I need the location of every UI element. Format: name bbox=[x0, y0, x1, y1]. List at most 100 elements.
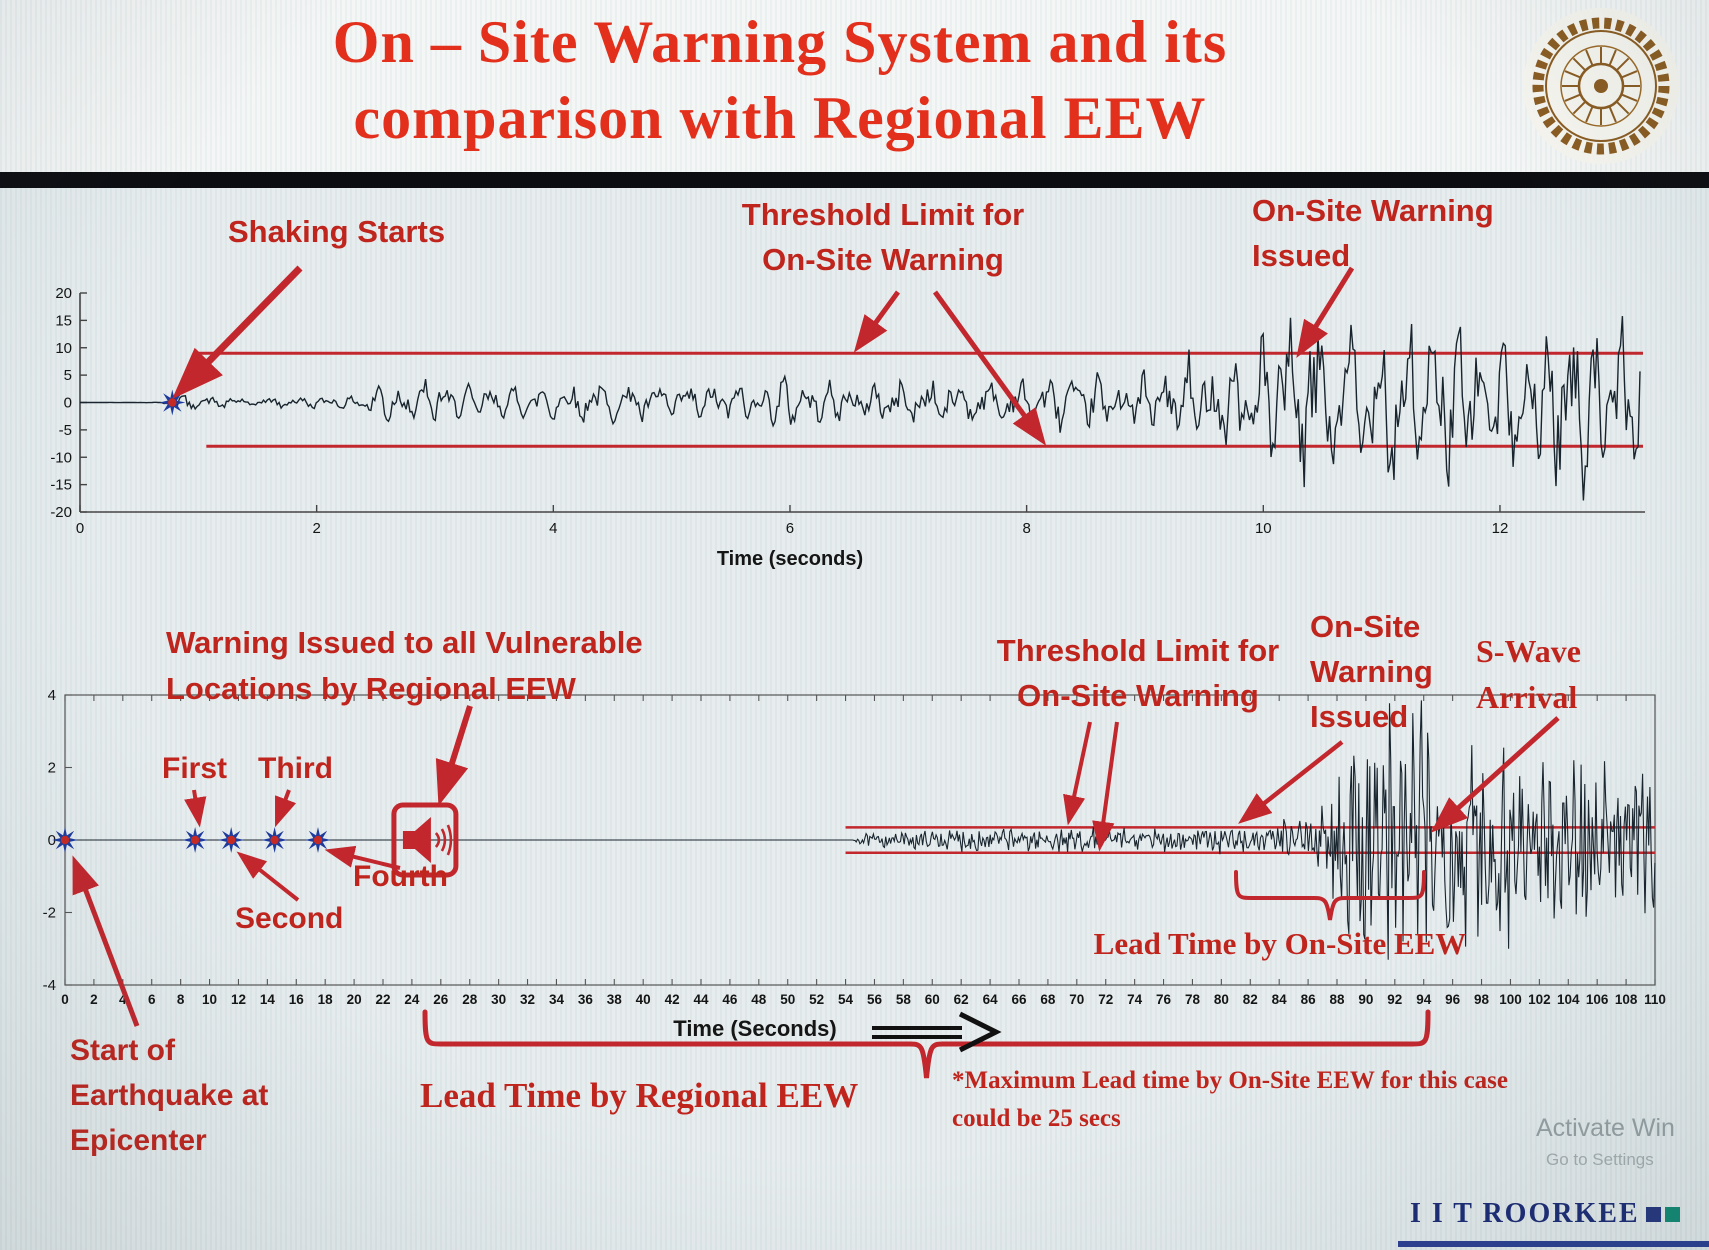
activate-windows-watermark-line2: Go to Settings bbox=[1546, 1150, 1654, 1169]
arrow-first bbox=[184, 789, 207, 828]
p-wave-marker-4 bbox=[305, 827, 331, 853]
svg-text:64: 64 bbox=[983, 992, 999, 1007]
svg-text:50: 50 bbox=[780, 992, 795, 1007]
svg-text:68: 68 bbox=[1040, 992, 1056, 1007]
svg-text:108: 108 bbox=[1615, 992, 1638, 1007]
svg-text:28: 28 bbox=[462, 992, 478, 1007]
svg-text:15: 15 bbox=[55, 312, 72, 329]
arrow-regional-warning bbox=[435, 705, 473, 807]
svg-text:26: 26 bbox=[433, 992, 449, 1007]
svg-text:8: 8 bbox=[1022, 520, 1030, 537]
annotation-max-lead-note-line2: could be 25 secs bbox=[952, 1105, 1121, 1132]
arrow-bottom-threshold-1 bbox=[1063, 721, 1092, 826]
svg-text:5: 5 bbox=[64, 367, 72, 384]
lead-time-regional-brace bbox=[422, 1009, 1431, 1079]
regional-warning-speaker-icon bbox=[391, 802, 459, 878]
svg-text:104: 104 bbox=[1557, 992, 1580, 1007]
svg-text:-20: -20 bbox=[50, 504, 72, 521]
arrow-top-threshold-upper bbox=[853, 290, 901, 353]
p-wave-marker-3 bbox=[261, 827, 288, 853]
svg-text:78: 78 bbox=[1185, 992, 1201, 1007]
svg-text:0: 0 bbox=[61, 992, 69, 1007]
svg-text:88: 88 bbox=[1329, 992, 1345, 1007]
svg-text:6: 6 bbox=[148, 992, 156, 1007]
svg-text:-5: -5 bbox=[59, 422, 72, 439]
arrow-epicenter bbox=[72, 855, 140, 1027]
svg-text:8: 8 bbox=[177, 992, 185, 1007]
svg-text:2: 2 bbox=[48, 760, 56, 777]
svg-text:20: 20 bbox=[55, 285, 72, 302]
annotation-second: Second bbox=[235, 902, 344, 935]
svg-text:84: 84 bbox=[1272, 992, 1288, 1007]
annotation-epicenter-line1: Start of bbox=[70, 1034, 175, 1067]
svg-text:60: 60 bbox=[925, 992, 940, 1007]
svg-text:-2: -2 bbox=[43, 905, 56, 922]
svg-text:-15: -15 bbox=[50, 477, 72, 494]
svg-text:4: 4 bbox=[549, 520, 557, 537]
footer-blue-bar bbox=[1398, 1241, 1709, 1247]
arrow-fourth bbox=[324, 845, 401, 870]
annotation-lead-time-regional: Lead Time by Regional EEW bbox=[420, 1076, 859, 1115]
annotation-epicenter-line3: Epicenter bbox=[70, 1124, 207, 1157]
annotation-top-threshold: Threshold Limit for On-Site Warning bbox=[728, 192, 1038, 282]
annotation-fourth: Fourth bbox=[353, 860, 448, 893]
svg-text:44: 44 bbox=[693, 992, 709, 1007]
annotation-regional-warning-line2: Locations by Regional EEW bbox=[166, 671, 576, 706]
arrow-bottom-threshold-2 bbox=[1092, 721, 1119, 852]
top-waveform bbox=[80, 316, 1641, 501]
svg-text:66: 66 bbox=[1011, 992, 1027, 1007]
annotation-bottom-warning-issued-line2: Warning bbox=[1310, 654, 1433, 689]
arrow-shaking-starts bbox=[172, 265, 303, 400]
annotation-top-threshold-line2: On-Site Warning bbox=[762, 242, 1004, 277]
svg-text:80: 80 bbox=[1214, 992, 1229, 1007]
svg-text:106: 106 bbox=[1586, 992, 1609, 1007]
svg-text:46: 46 bbox=[722, 992, 738, 1007]
annotation-first: First bbox=[162, 752, 228, 785]
iit-roorkee-text: I I T ROORKEE bbox=[1410, 1198, 1640, 1229]
svg-text:12: 12 bbox=[231, 992, 246, 1007]
svg-text:110: 110 bbox=[1644, 992, 1666, 1007]
annotation-shaking-starts: Shaking Starts bbox=[228, 214, 446, 249]
p-wave-marker-2 bbox=[218, 827, 245, 853]
svg-text:102: 102 bbox=[1528, 992, 1551, 1007]
header-divider bbox=[0, 172, 1709, 188]
time-axis-arrow-icon bbox=[872, 1011, 1002, 1053]
svg-text:94: 94 bbox=[1416, 992, 1432, 1007]
brand-square-teal-icon bbox=[1664, 1207, 1680, 1222]
svg-text:92: 92 bbox=[1387, 992, 1402, 1007]
iit-roorkee-logo-icon bbox=[1523, 8, 1679, 164]
svg-text:20: 20 bbox=[347, 992, 362, 1007]
annotation-bottom-warning-issued: On-Site Warning Issued bbox=[1310, 604, 1433, 739]
annotation-regional-warning-line1: Warning Issued to all Vulnerable bbox=[166, 625, 643, 660]
slide-title: On – Site Warning System and its compari… bbox=[40, 4, 1520, 156]
svg-text:30: 30 bbox=[491, 992, 506, 1007]
svg-text:-10: -10 bbox=[50, 449, 72, 466]
svg-text:0: 0 bbox=[64, 395, 72, 412]
svg-text:4: 4 bbox=[48, 687, 56, 704]
arrow-third bbox=[275, 789, 297, 828]
brand-square-blue-icon bbox=[1645, 1207, 1661, 1222]
svg-text:4: 4 bbox=[119, 992, 127, 1007]
svg-text:98: 98 bbox=[1474, 992, 1490, 1007]
annotation-bottom-threshold-line1: Threshold Limit for bbox=[996, 633, 1280, 668]
lead-time-onsite-brace bbox=[1234, 870, 1426, 921]
annotation-s-wave-arrival: S-Wave Arrival bbox=[1476, 628, 1581, 720]
bottom-xaxis-label: Time (Seconds) bbox=[673, 1016, 837, 1041]
svg-text:42: 42 bbox=[665, 992, 680, 1007]
annotation-max-lead-note: *Maximum Lead time by On-Site EEW for th… bbox=[952, 1062, 1508, 1138]
arrow-s-wave bbox=[1430, 716, 1560, 833]
svg-text:86: 86 bbox=[1301, 992, 1317, 1007]
svg-text:100: 100 bbox=[1499, 992, 1522, 1007]
svg-text:24: 24 bbox=[404, 992, 420, 1007]
annotation-bottom-threshold-line2: On-Site Warning bbox=[1017, 678, 1259, 713]
svg-text:22: 22 bbox=[375, 992, 390, 1007]
arrow-second bbox=[236, 851, 300, 902]
svg-text:14: 14 bbox=[260, 992, 276, 1007]
svg-text:52: 52 bbox=[809, 992, 824, 1007]
annotation-arrows bbox=[72, 265, 1560, 1079]
svg-text:34: 34 bbox=[549, 992, 565, 1007]
svg-text:10: 10 bbox=[1255, 520, 1272, 537]
svg-text:0: 0 bbox=[48, 832, 56, 849]
